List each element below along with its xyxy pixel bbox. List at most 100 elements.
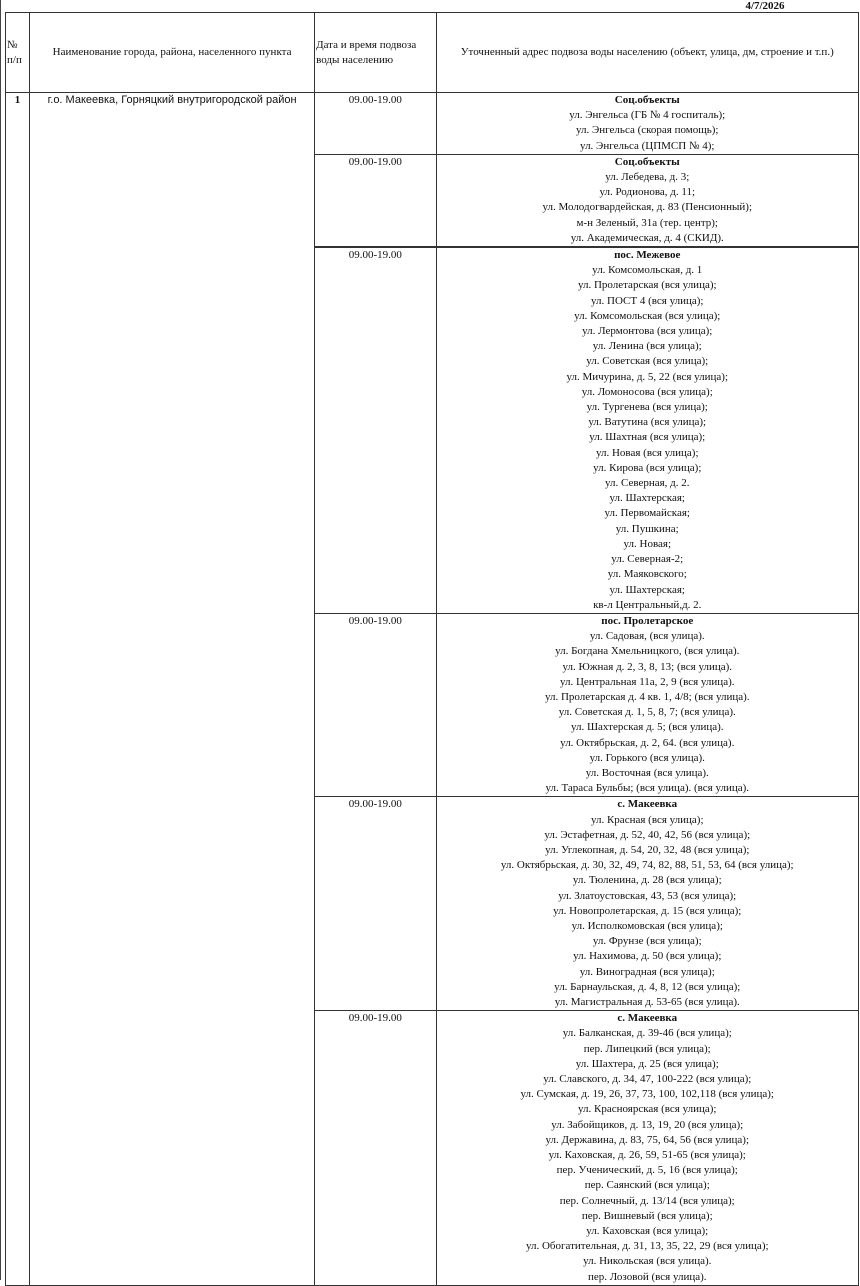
table-row: 1 г.о. Макеевка, Горняцкий внутригородско… xyxy=(4,92,859,1286)
address-line: ул. Южная д. 2, 3, 8, 13; (вся улица). xyxy=(562,660,733,673)
address-line: ул. Советская д. 1, 5, 8, 7; (вся улица)… xyxy=(558,706,736,719)
header-datetime: Дата и время подвоза воды населению xyxy=(314,12,437,93)
table-row: 09.00-19.00 пос. Межевое ул. Комсомольская… xyxy=(6,246,859,614)
address-line: ул. Златоустовская, 43, 53 (вся улица); xyxy=(558,889,737,902)
water-delivery-table: № п/п Наименование города, района, насел… xyxy=(4,12,859,1286)
address-line: пер. Солнечный, д. 13/14 (вся улица); xyxy=(559,1194,735,1207)
address-line: ул. Энгельса (ЦПМСП № 4); xyxy=(580,139,715,152)
table-row: 09.00-19.00 пос. Пролетарское ул. Садовая,… xyxy=(6,612,859,798)
address-group-title: пос. Пролетарское xyxy=(601,614,694,627)
address-line: ул. ПОСТ 4 (вся улица); xyxy=(591,294,704,307)
address-line: ул. Барнаульская, д. 4, 8, 12 (вся улица… xyxy=(554,980,741,993)
address-line: ул. Магистральная д. 53-65 (вся улица). xyxy=(554,995,740,1008)
address-line: пер. Липецкий (вся улица); xyxy=(583,1042,711,1055)
address-line: ул. Обогатительная, д. 31, 13, 35, 22, 2… xyxy=(525,1240,769,1253)
address-line: ул. Богдана Хмельницкого, (вся улица). xyxy=(555,645,740,658)
address-cell: Соц.объекты ул. Энгельса (ГБ № 4 госпитал… xyxy=(435,92,859,155)
address-line: ул. Углекопная, д. 54, 20, 32, 48 (вся у… xyxy=(545,843,750,856)
address-line: ул. Фрунзе (вся улица); xyxy=(592,935,702,948)
address-line: ул. Виноградная (вся улица); xyxy=(579,965,715,978)
address-line: ул. Академическая, д. 4 (СКИД). xyxy=(570,231,724,244)
address-line: ул. Забойщиков, д. 13, 19, 20 (вся улица… xyxy=(551,1118,744,1131)
address-line: м-н Зеленый, 31а (тер. центр); xyxy=(576,216,719,229)
address-line: ул. Державина, д. 83, 75, 64, 56 (вся ул… xyxy=(545,1133,750,1146)
delivery-time: 09.00-19.00 xyxy=(314,612,437,798)
address-line: ул. Энгельса (ГБ № 4 госпиталь); xyxy=(569,109,726,122)
address-cell: пос. Межевое ул. Комсомольская, д. 1 ул. П… xyxy=(435,246,859,614)
address-line: ул. Комсомольская (вся улица); xyxy=(574,309,721,322)
table-row: 09.00-19.00 с. Макеевка ул. Красная (вся у… xyxy=(6,796,859,1012)
address-line: ул. Сумская, д. 19, 26, 37, 73, 100, 102… xyxy=(520,1088,774,1101)
address-line: пер. Саянский (вся улица); xyxy=(584,1179,710,1192)
address-line: ул. Родионова, д. 11; xyxy=(599,186,696,199)
address-cell: Соц.объекты ул. Лебедева, д. 3; ул. Родион… xyxy=(435,153,859,248)
address-group-title: Соц.объекты xyxy=(614,155,680,168)
address-line: ул. Советская (вся улица); xyxy=(586,355,709,368)
header-number: № п/п xyxy=(4,12,31,93)
address-line: ул. Восточная (вся улица). xyxy=(585,766,709,779)
address-line: пер. Лозовой (вся улица). xyxy=(587,1270,707,1283)
address-cell: с. Макеевка ул. Красная (вся улица); ул. Э… xyxy=(435,796,859,1012)
address-line: кв-л Центральный,д. 2. xyxy=(593,598,702,611)
row-locality-name: г.о. Макеевка, Горняцкий внутригородской… xyxy=(29,92,316,1286)
address-line: ул. Новопролетарская, д. 15 (вся улица); xyxy=(553,904,742,917)
address-line: ул. Энгельса (скорая помощь); xyxy=(576,124,719,137)
address-line: ул. Октябрьская, д. 30, 32, 49, 74, 82, … xyxy=(500,859,794,872)
address-line: ул. Ватутина (вся улица); xyxy=(588,416,707,429)
address-line: ул. Северная-2; xyxy=(611,553,684,566)
address-line: ул. Нахимова, д. 50 (вся улица); xyxy=(573,950,722,963)
address-line: ул. Ломоносова (вся улица); xyxy=(581,385,713,398)
address-line: пер. Ученический, д. 5, 16 (вся улица); xyxy=(556,1164,738,1177)
address-line: ул. Балканская, д. 39-46 (вся улица); xyxy=(562,1027,732,1040)
table-row: 09.00-19.00 с. Макеевка ул. Балканская, д.… xyxy=(6,1010,859,1286)
address-line: ул. Пролетарская (вся улица); xyxy=(577,279,717,292)
address-group-title: с. Макеевка xyxy=(617,1012,678,1025)
address-line: ул. Тургенева (вся улица); xyxy=(586,401,708,414)
address-cell: с. Макеевка ул. Балканская, д. 39-46 (вся… xyxy=(435,1010,859,1286)
address-line: ул. Исполкомовская (вся улица); xyxy=(571,919,723,932)
address-line: ул. Комсомольская, д. 1 xyxy=(592,264,703,277)
address-line: ул. Славского, д. 34, 47, 100-222 (вся у… xyxy=(543,1073,752,1085)
delivery-time: 09.00-19.00 xyxy=(314,246,437,614)
address-line: ул. Красная (вся улица); xyxy=(590,813,704,826)
address-line: ул. Октябрьская, д. 2, 64. (вся улица). xyxy=(560,736,735,749)
address-line: ул. Каховская (вся улица); xyxy=(586,1225,709,1238)
address-line: ул. Центральная 11а, 2, 9 (вся улица). xyxy=(559,675,735,688)
address-line: пер. Вишневый (вся улица); xyxy=(581,1209,713,1222)
address-line: ул. Никольская (вся улица). xyxy=(583,1255,712,1268)
delivery-time: 09.00-19.00 xyxy=(314,153,437,248)
address-line: ул. Шахтерская; xyxy=(609,583,685,596)
row-number: 1 xyxy=(4,92,31,1286)
header-name: Наименование города, района, населенного… xyxy=(29,12,316,93)
address-line: ул. Пушкина; xyxy=(615,522,679,535)
address-line: ул. Лебедева, д. 3; xyxy=(605,171,690,184)
address-line: ул. Маяковского; xyxy=(607,568,687,581)
address-line: ул. Ленина (вся улица); xyxy=(592,340,702,353)
table-row: 09.00-19.00 Соц.объекты ул. Лебедева, д. 3… xyxy=(6,153,859,248)
page-left-border xyxy=(0,0,1,1280)
address-line: ул. Мичурина, д. 5, 22 (вся улица); xyxy=(566,370,729,383)
delivery-time: 09.00-19.00 xyxy=(314,92,437,155)
address-line: ул. Садовая, (вся улица). xyxy=(589,630,705,643)
address-line: ул. Тараса Бульбы; (вся улица). (вся ули… xyxy=(545,782,750,795)
address-group-title: Соц.объекты xyxy=(614,94,680,106)
address-line: ул. Каховская, д. 26, 59, 51-65 (вся ули… xyxy=(548,1149,746,1162)
address-group-title: с. Макеевка xyxy=(617,798,678,811)
address-cell: пос. Пролетарское ул. Садовая, (вся улица… xyxy=(435,612,859,798)
address-line: ул. Шахтера, д. 25 (вся улица); xyxy=(575,1057,719,1070)
address-line: ул. Эстафетная, д. 52, 40, 42, 56 (вся у… xyxy=(544,828,751,841)
address-line: ул. Первомайская; xyxy=(604,507,690,520)
address-line: ул. Горького (вся улица). xyxy=(589,751,705,764)
address-line: ул. Тюленина, д. 28 (вся улица); xyxy=(572,874,722,887)
address-line: ул. Шахтерская; xyxy=(609,492,685,505)
address-line: ул. Северная, д. 2. xyxy=(604,477,690,490)
address-line: ул. Лермонтова (вся улица); xyxy=(582,325,713,338)
address-line: ул. Пролетарская д. 4 кв. 1, 4/8; (вся у… xyxy=(544,690,750,703)
address-line: ул. Красноярская (вся улица); xyxy=(578,1103,717,1116)
address-line: ул. Новая (вся улица); xyxy=(595,446,699,459)
address-line: ул. Новая; xyxy=(623,537,672,550)
delivery-time: 09.00-19.00 xyxy=(314,1010,437,1286)
delivery-time: 09.00-19.00 xyxy=(314,796,437,1012)
header-address: Уточненный адрес подвоза воды населению … xyxy=(435,12,859,93)
address-line: ул. Шахтерская д. 5; (вся улица). xyxy=(570,721,724,734)
